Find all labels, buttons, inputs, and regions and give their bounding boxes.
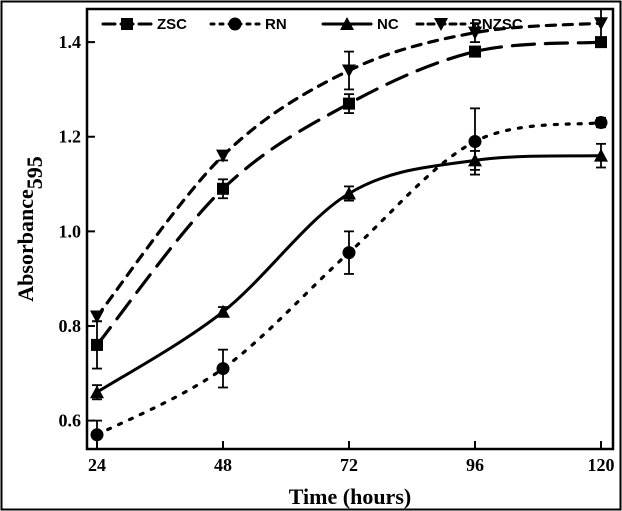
data-point-rnzsc	[90, 310, 104, 324]
data-point-rnzsc	[342, 64, 356, 78]
series-rn	[90, 107, 608, 450]
data-point-zsc	[91, 338, 103, 351]
x-tick-label: 72	[340, 455, 358, 475]
plot-layer	[90, 8, 608, 450]
legend-label-rnzsc: RNZSC	[471, 16, 523, 33]
x-tick-label: 96	[466, 455, 484, 475]
data-point-nc	[90, 385, 104, 399]
data-point-rnzsc	[468, 26, 482, 40]
legend-label-nc: NC	[377, 16, 399, 33]
y-axis-title-main: Absorbance	[13, 189, 38, 302]
series-nc	[90, 142, 608, 401]
legend: ZSC RN NC RNZSC	[101, 16, 523, 33]
y-tick-label: 0.8	[59, 316, 82, 336]
y-tick-label: 1.4	[59, 32, 82, 52]
data-point-rn	[342, 246, 356, 260]
legend-marker-rnzsc	[434, 18, 448, 31]
legend-item-zsc: ZSC	[101, 16, 187, 33]
data-point-rnzsc	[594, 17, 608, 31]
axis-layer: 24 48 72 96 120 0.6 0.8 1.0 1.2 1.4	[59, 32, 615, 475]
y-tick-label: 0.6	[59, 411, 82, 431]
data-point-zsc	[595, 36, 607, 49]
legend-marker-nc	[340, 17, 354, 30]
data-point-rnzsc	[216, 149, 230, 163]
data-point-nc	[216, 304, 230, 318]
y-axis-title-subscript: 595	[22, 156, 47, 189]
data-point-zsc	[469, 45, 481, 58]
legend-marker-zsc	[121, 18, 133, 30]
data-point-rn	[594, 116, 608, 130]
data-point-zsc	[343, 97, 355, 110]
legend-item-nc: NC	[321, 16, 399, 33]
legend-marker-rn	[228, 17, 242, 31]
legend-item-rn: RN	[209, 16, 287, 33]
x-tick-label: 24	[88, 455, 106, 475]
y-tick-label: 1.0	[59, 221, 82, 241]
data-point-rn	[216, 362, 230, 376]
series-rnzsc	[90, 8, 608, 324]
data-point-nc	[594, 148, 608, 162]
data-point-nc	[342, 186, 356, 200]
x-tick-label: 120	[588, 455, 615, 475]
x-tick-label: 48	[214, 455, 232, 475]
data-point-rn	[90, 428, 104, 442]
series-zsc	[91, 36, 607, 370]
series-line-rnzsc	[95, 21, 603, 319]
legend-item-rnzsc: RNZSC	[415, 16, 523, 33]
x-axis-title: Time (hours)	[289, 484, 411, 509]
data-point-zsc	[217, 182, 229, 195]
legend-label-rn: RN	[265, 16, 287, 33]
y-axis-title: Absorbance595	[13, 156, 47, 301]
y-tick-label: 1.2	[59, 127, 82, 147]
series-line-zsc	[95, 40, 603, 347]
data-point-rn	[468, 134, 482, 148]
data-point-nc	[468, 153, 482, 167]
legend-label-zsc: ZSC	[157, 16, 187, 33]
